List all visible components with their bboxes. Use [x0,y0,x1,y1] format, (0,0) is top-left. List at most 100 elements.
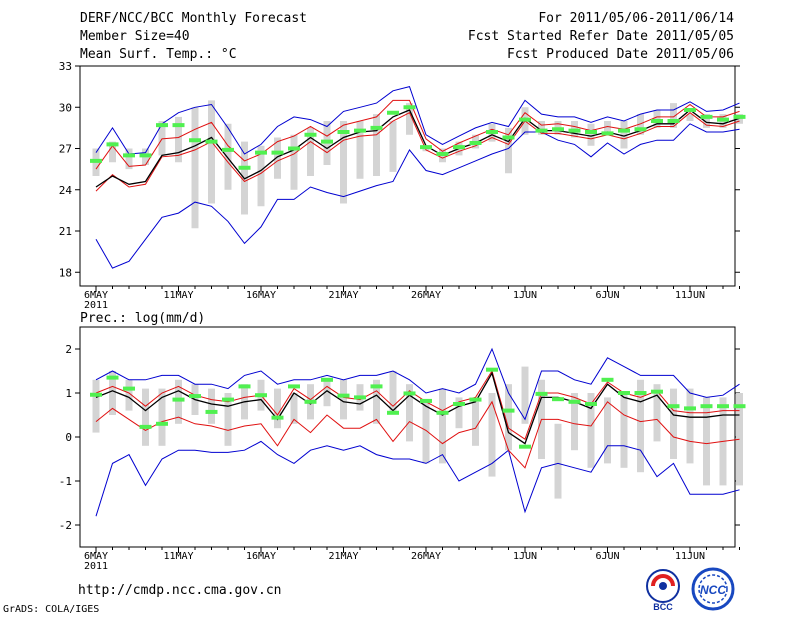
spread-box [670,388,677,459]
median-marker [535,128,548,133]
median-marker [189,138,201,143]
x-tick-label: 26MAY [411,551,441,562]
spread-box [158,121,166,156]
median-marker [733,404,746,409]
spread-box [604,397,611,464]
median-marker [502,135,515,140]
spread-box [637,379,644,473]
spread-box [290,393,298,424]
median-marker [552,397,564,402]
median-marker [667,404,680,409]
median-marker [222,397,234,402]
spread-box [620,121,628,149]
median-marker [354,395,366,400]
median-marker [684,406,696,411]
median-marker [354,128,366,133]
bcc-logo-text: BCC [653,602,673,612]
x-tick-label: 6JUN [595,551,619,562]
max-line [95,347,740,421]
x-tick-label: 11MAY [163,290,193,301]
x-tick-label: 6MAY [84,290,108,301]
produced-date: Fcst Produced Date 2011/05/06 [507,47,734,62]
median-marker [486,130,498,134]
median-marker [271,415,284,420]
median-marker [321,377,333,382]
source-url[interactable]: http://cmdp.ncc.cma.gov.cn [78,583,282,598]
spread-box [224,393,232,446]
spread-box [439,388,446,464]
median-marker [156,421,168,426]
min-line [95,123,740,269]
median-marker [420,145,432,150]
min-line [95,440,740,517]
variable-label: Mean Surf. Temp.: °C [80,47,237,62]
median-marker [139,424,152,429]
spread-box [455,397,463,429]
median-marker [205,409,218,414]
median-marker [519,117,531,122]
spread-box [587,123,595,146]
spread-box [290,134,298,190]
y-tick-label: 1 [65,387,72,400]
y-tick-label: 24 [59,184,73,197]
x-tick-year: 2011 [84,561,108,572]
spread-box [109,141,116,163]
median-marker [601,377,614,382]
mean-line [95,371,740,445]
valid-range: For 2011/05/06-2011/06/14 [538,11,734,26]
median-marker [519,444,531,449]
median-marker [502,408,515,413]
x-tick-label: 11JUN [675,551,705,562]
median-marker [585,402,597,406]
median-marker [667,119,680,123]
median-marker [337,393,350,398]
spread-box [703,397,710,486]
spread-box [323,379,331,407]
spread-box [521,366,529,424]
spread-box [142,388,149,446]
median-marker [552,127,564,132]
max-line [95,86,740,155]
median-marker [304,399,317,404]
median-marker [370,384,383,389]
spread-box [340,379,347,420]
spread-box [274,388,281,429]
x-tick-label: 11MAY [163,551,193,562]
plot-frame [79,65,736,287]
spread-box [587,393,595,468]
chart-title: DERF/NCC/BCC Monthly Forecast [80,11,307,26]
median-marker [90,392,102,397]
median-marker [733,114,746,119]
spread-box [554,423,562,499]
median-marker [106,375,119,380]
median-marker [618,391,630,395]
panel2-title: Prec.: log(mm/d) [80,311,206,326]
spread-box [703,114,710,128]
spread-box [208,388,215,424]
x-tick-label: 21MAY [328,551,358,562]
median-marker [387,110,399,115]
spread-box [373,114,380,176]
median-marker [420,398,432,403]
ncc-logo: NCC [691,567,735,611]
x-tick-label: 11JUN [675,290,705,301]
median-marker [238,384,251,389]
spread-box [109,371,116,415]
median-marker [90,158,102,163]
x-tick-label: 1JUN [513,551,537,562]
median-marker [469,397,482,402]
spread-box [637,114,644,135]
median-marker [403,391,416,396]
median-marker [288,384,300,389]
median-marker [304,132,317,137]
median-marker [255,150,267,155]
spread-box [406,103,413,135]
spread-box [505,127,512,174]
spread-box [208,100,215,204]
spread-box [257,145,265,207]
median-marker [337,130,350,134]
spread-box [406,384,413,442]
median-marker [634,391,647,395]
y-tick-label: 2 [65,343,72,356]
